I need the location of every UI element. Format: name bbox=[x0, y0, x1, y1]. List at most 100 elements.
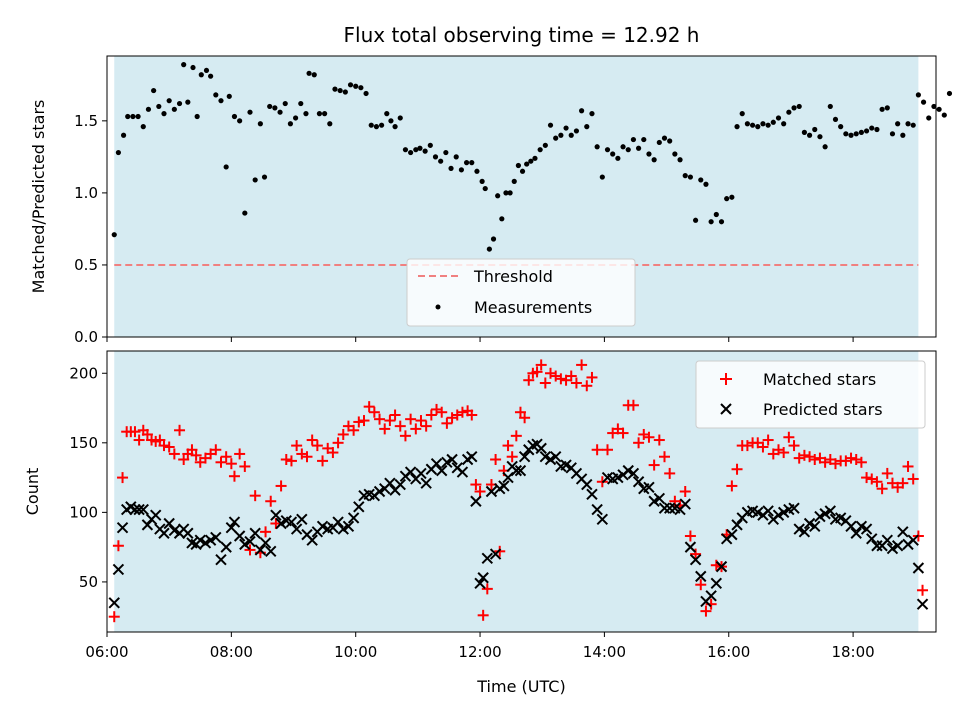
measurement-point bbox=[542, 142, 548, 148]
measurement-point bbox=[599, 174, 605, 180]
measurement-point bbox=[261, 174, 268, 180]
measurement-point bbox=[490, 236, 497, 242]
measurement-point bbox=[729, 194, 735, 200]
predicted-star-point bbox=[679, 498, 691, 510]
predicted-star-point bbox=[215, 553, 227, 566]
measurement-point bbox=[337, 87, 343, 94]
measurement-point bbox=[190, 64, 196, 71]
measurement-point bbox=[568, 132, 574, 138]
measurement-point bbox=[801, 129, 807, 135]
matched-star-point bbox=[523, 374, 535, 386]
measurement-point bbox=[413, 147, 419, 153]
measurement-point bbox=[422, 148, 428, 154]
matched-star-point bbox=[441, 417, 453, 429]
matched-star-point bbox=[405, 413, 417, 425]
measurement-point bbox=[417, 145, 423, 151]
predicted-star-point bbox=[474, 577, 486, 590]
matched-star-point bbox=[399, 430, 411, 442]
matched-star-point bbox=[570, 377, 582, 389]
measurement-point bbox=[615, 155, 621, 161]
measurement-point bbox=[194, 113, 200, 120]
predicted-star-point bbox=[726, 528, 738, 541]
matched-star-point bbox=[535, 359, 547, 371]
matched-star-point bbox=[876, 483, 888, 495]
predicted-star-point bbox=[731, 519, 743, 531]
bottom-legend-matched-label: Matched stars bbox=[763, 370, 876, 389]
measurement-point bbox=[237, 118, 243, 124]
predicted-star-point bbox=[347, 512, 360, 524]
matched-star-point bbox=[244, 544, 256, 556]
measurement-point bbox=[438, 158, 444, 164]
top-legend-measurements-swatch bbox=[435, 304, 441, 310]
matched-star-point bbox=[415, 415, 427, 427]
matched-star-point bbox=[695, 579, 707, 591]
measurement-point bbox=[373, 124, 380, 130]
measurement-point bbox=[448, 165, 454, 171]
y-tick-label: 50 bbox=[79, 573, 98, 591]
matched-star-point bbox=[228, 470, 240, 482]
matched-star-point bbox=[425, 409, 437, 421]
predicted-star-point bbox=[581, 478, 593, 491]
measurement-point bbox=[703, 181, 709, 187]
predicted-star-point bbox=[342, 520, 355, 532]
predicted-star-point bbox=[220, 541, 232, 553]
matched-star-point bbox=[514, 406, 526, 418]
measurement-point bbox=[765, 122, 771, 128]
measurement-point bbox=[247, 109, 253, 115]
predicted-star-point bbox=[586, 488, 598, 500]
measurement-point bbox=[499, 216, 505, 222]
measurement-point bbox=[755, 124, 761, 130]
matched-star-point bbox=[178, 454, 190, 466]
measurement-point bbox=[458, 167, 464, 173]
measurement-point bbox=[392, 124, 398, 130]
measurement-point bbox=[786, 109, 792, 115]
measurement-point bbox=[941, 112, 947, 118]
measurement-point bbox=[635, 145, 642, 151]
matched-star-point bbox=[466, 409, 478, 421]
measurement-point bbox=[267, 103, 273, 110]
measurement-point bbox=[884, 105, 890, 111]
measurement-point bbox=[869, 125, 875, 131]
measurement-point bbox=[651, 157, 657, 163]
matched-star-point bbox=[249, 490, 261, 502]
matched-star-point bbox=[332, 437, 344, 449]
predicted-star-point bbox=[518, 451, 531, 463]
measurement-point bbox=[115, 149, 121, 156]
matched-star-point bbox=[798, 449, 810, 461]
measurement-point bbox=[347, 82, 354, 88]
matched-star-point bbox=[502, 440, 514, 452]
predicted-star-point bbox=[249, 527, 261, 539]
measurement-point bbox=[853, 131, 859, 137]
measurement-point bbox=[185, 99, 191, 105]
matched-star-point bbox=[602, 444, 614, 456]
matched-star-point bbox=[531, 366, 543, 378]
matched-star-point bbox=[420, 420, 432, 432]
measurement-point bbox=[532, 155, 538, 161]
measurement-point bbox=[181, 62, 187, 68]
measurement-point bbox=[879, 106, 885, 112]
measurement-point bbox=[161, 111, 167, 117]
matched-star-point bbox=[643, 431, 655, 443]
measurement-point bbox=[427, 142, 433, 148]
matched-star-point bbox=[220, 451, 232, 463]
measurement-point bbox=[579, 108, 585, 114]
bottom-panel-predicted-points bbox=[108, 438, 929, 610]
measurement-point bbox=[770, 119, 776, 125]
measurement-point bbox=[140, 124, 146, 130]
predicted-star-point bbox=[149, 509, 162, 521]
predicted-star-point bbox=[809, 520, 821, 532]
predicted-star-point bbox=[265, 545, 277, 558]
measurement-point bbox=[213, 92, 219, 98]
predicted-star-point bbox=[710, 577, 723, 590]
matched-star-point bbox=[845, 452, 857, 464]
predicted-star-point bbox=[436, 464, 448, 477]
measurement-point bbox=[827, 103, 833, 110]
measurement-point bbox=[843, 131, 849, 137]
matched-star-point bbox=[627, 399, 639, 411]
predicted-star-point bbox=[549, 451, 562, 463]
measurement-point bbox=[838, 124, 844, 130]
bottom-y-axis-label: Count bbox=[23, 468, 42, 516]
bottom-panel-x-ticks: 06:00 08:00 10:00 12:00 14:00 16:00 18:00 bbox=[85, 632, 875, 661]
matched-star-point bbox=[270, 517, 282, 529]
matched-star-point bbox=[141, 428, 153, 440]
